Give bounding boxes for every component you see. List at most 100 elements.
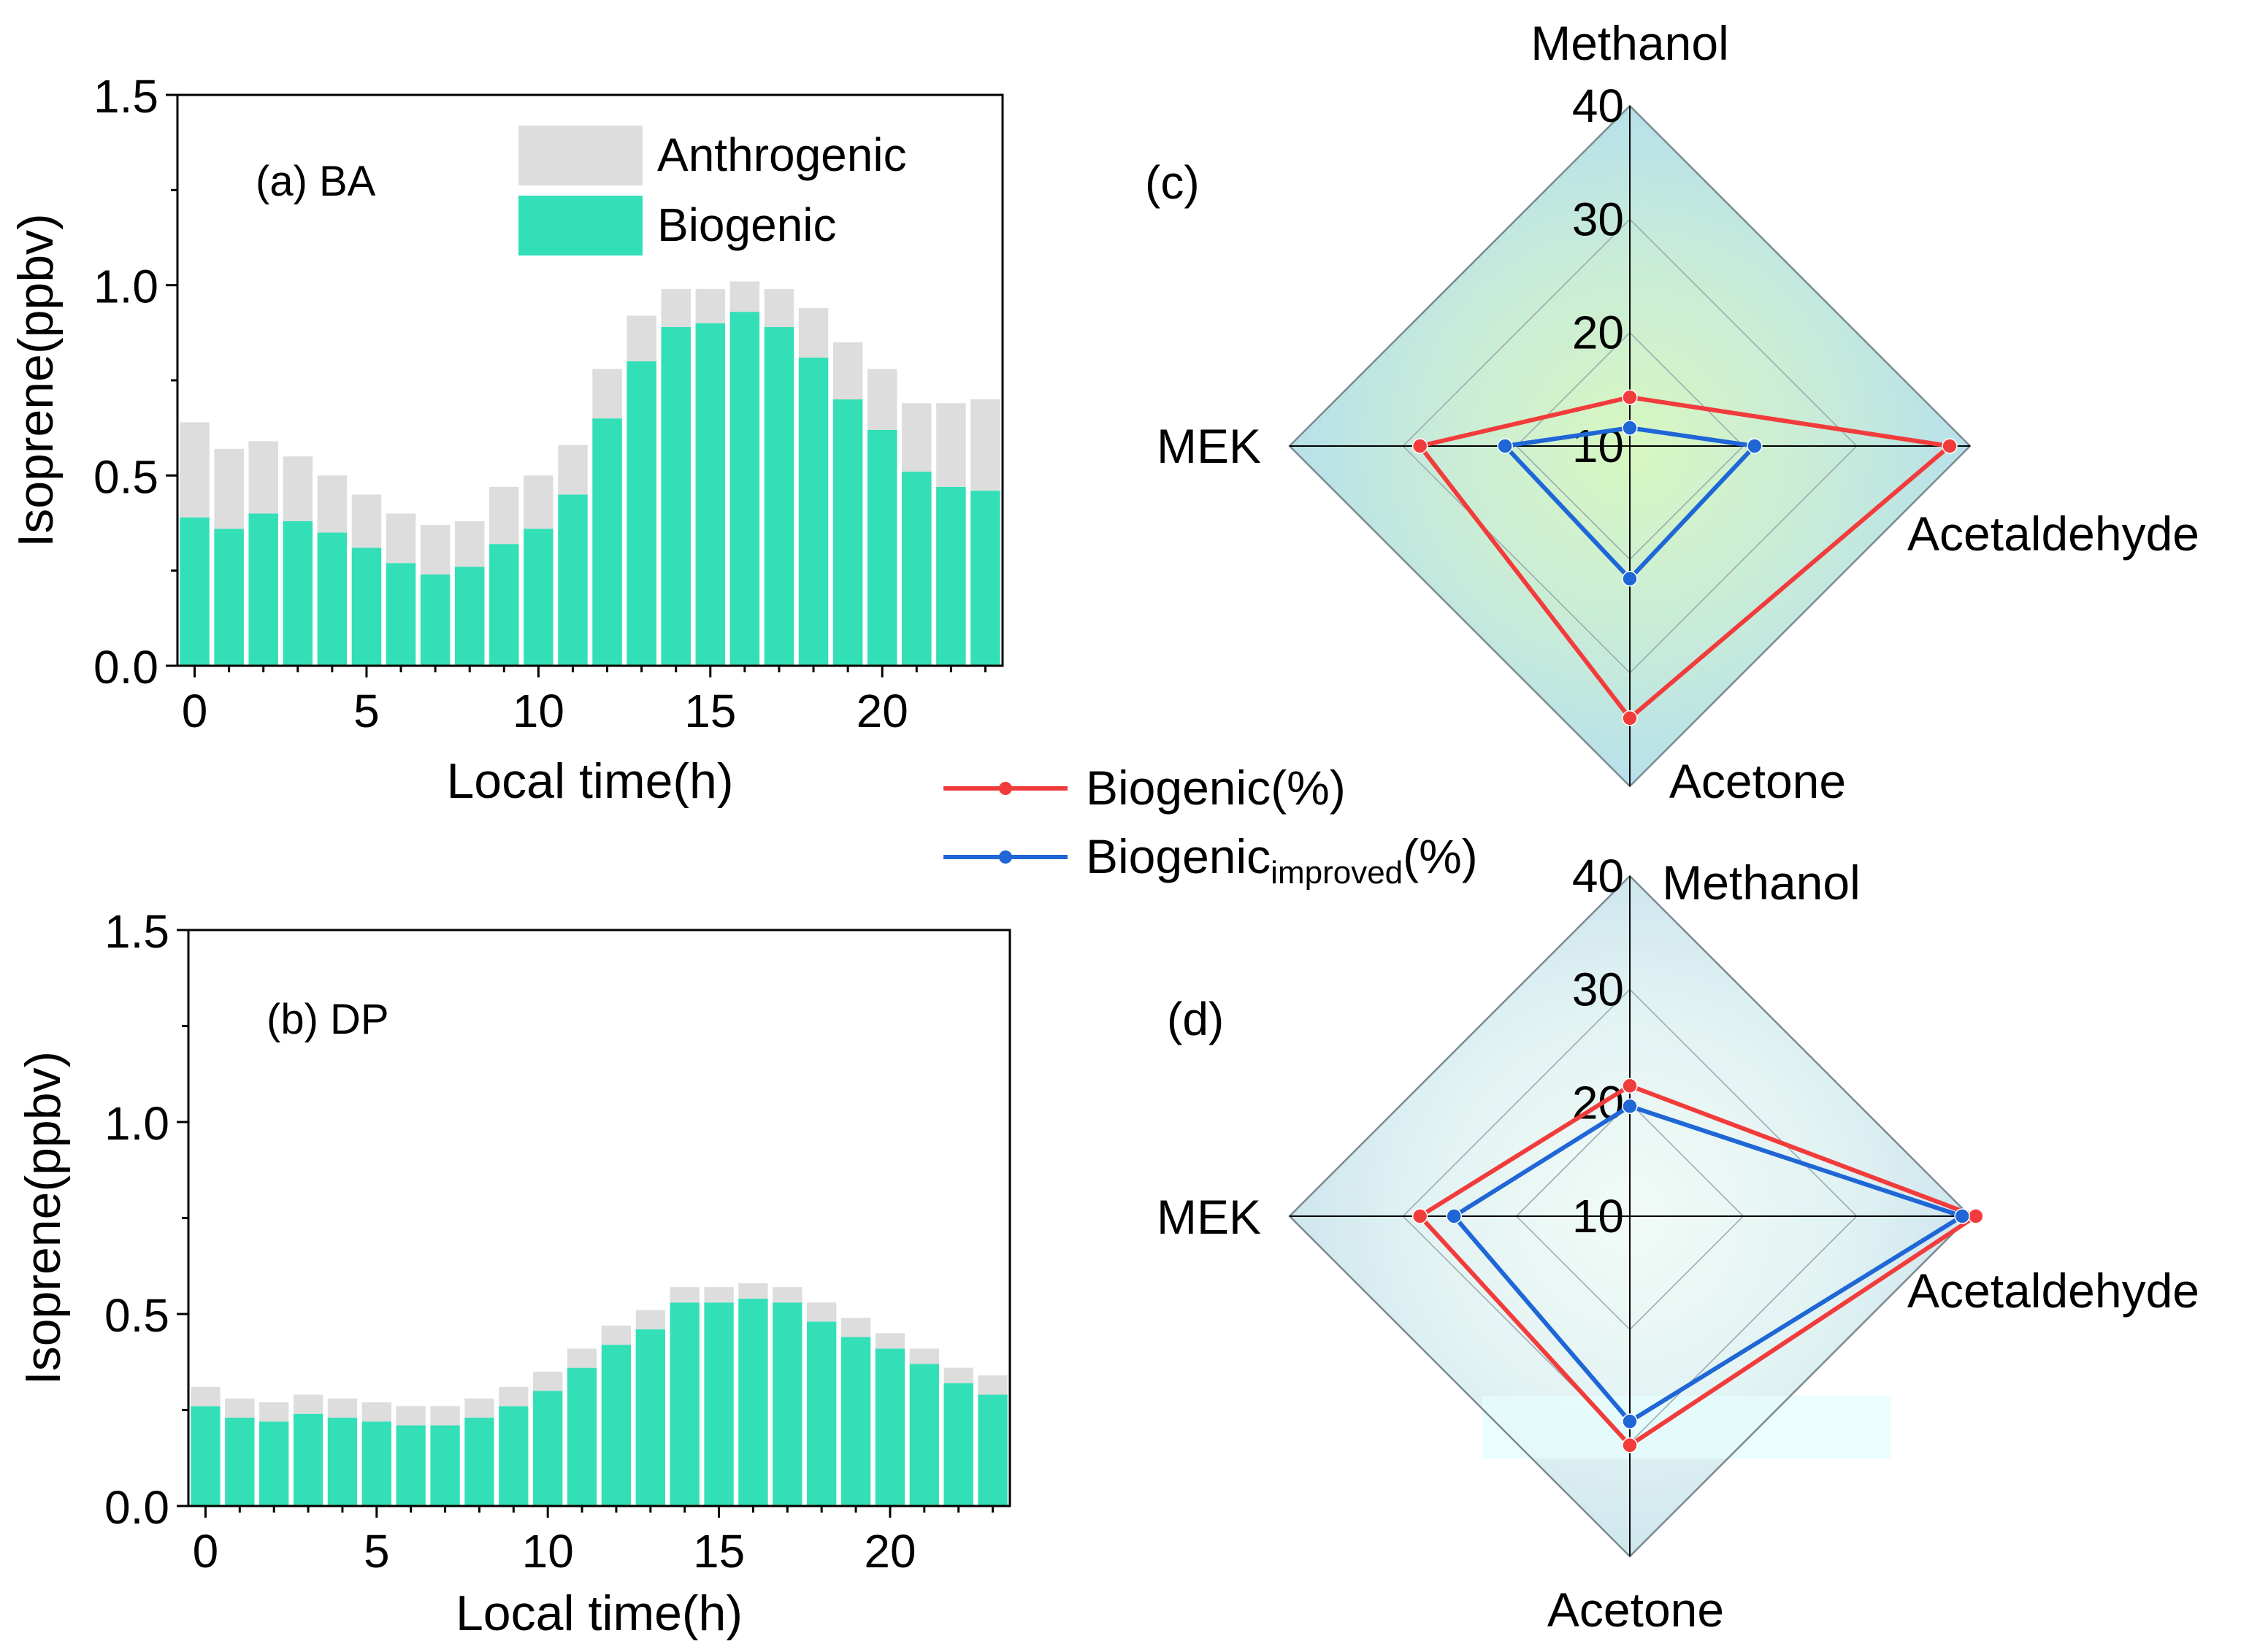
bar-anthrogenic-18 <box>798 307 829 358</box>
x-axis-label: Local time(h) <box>446 753 733 809</box>
radar-point-methanol <box>1622 420 1638 436</box>
bar-biogenic-10 <box>524 529 553 666</box>
panel-a-label: (a) BA <box>256 158 376 205</box>
panel-c-radar-labels: Methanol Acetaldehyde Acetone MEK <box>1157 16 2199 808</box>
bar-anthrogenic-17 <box>764 288 794 328</box>
panel-a-bar-chart: 0.0 0.5 1.0 1.5 0 5 10 15 20 Local time(h) Isopren… <box>8 70 1004 809</box>
x-tick-label: 10 <box>522 1525 574 1578</box>
legend-improved-main: Biogenic <box>1086 829 1271 883</box>
panel-a-axes: 0.0 0.5 1.0 1.5 0 5 10 15 20 Local time(h) Isopren… <box>8 70 987 809</box>
panel-d-radar-grid: 10 20 30 40 <box>1288 850 1972 1558</box>
bar-biogenic-7 <box>420 574 451 666</box>
bar-biogenic-4 <box>327 1418 358 1506</box>
radar-axis-label-mek: MEK <box>1157 1190 1261 1244</box>
radar-tick-label: 30 <box>1572 963 1624 1015</box>
radar-tick-label: 10 <box>1572 1190 1624 1242</box>
radar-axis-label-acetone: Acetone <box>1669 754 1846 808</box>
legend-anthrogenic-swatch <box>518 126 643 185</box>
radar-axis-label-methanol: Methanol <box>1662 856 1861 910</box>
bar-anthrogenic-5 <box>351 494 382 548</box>
bar-biogenic-22 <box>943 1383 973 1506</box>
bar-anthrogenic-7 <box>430 1406 460 1426</box>
bar-biogenic-3 <box>283 520 313 666</box>
bar-anthrogenic-2 <box>248 441 278 514</box>
bar-anthrogenic-22 <box>936 403 966 487</box>
bar-biogenic-2 <box>259 1421 289 1506</box>
bar-anthrogenic-4 <box>327 1398 358 1418</box>
panel-d-radar-series <box>1411 1077 1984 1453</box>
x-tick-label: 15 <box>684 685 736 737</box>
bar-biogenic-8 <box>464 1418 494 1506</box>
bar-biogenic-21 <box>902 472 932 666</box>
bar-biogenic-5 <box>351 548 382 666</box>
bar-biogenic-16 <box>738 1298 768 1506</box>
x-tick-label: 0 <box>182 685 208 737</box>
bar-anthrogenic-11 <box>558 445 588 495</box>
bar-biogenic-22 <box>936 486 966 666</box>
legend-biogenic-improved-entry: Biogenicimproved(%) <box>943 829 1478 891</box>
radar-tick-label: 40 <box>1572 850 1624 902</box>
bar-anthrogenic-0 <box>191 1386 221 1407</box>
x-axis-label: Local time(h) <box>456 1586 743 1641</box>
bar-biogenic-17 <box>764 327 794 666</box>
bar-anthrogenic-17 <box>773 1287 802 1303</box>
bar-anthrogenic-6 <box>396 1406 426 1426</box>
panel-b-bars <box>191 1283 1008 1506</box>
legend-biogenic-marker <box>999 782 1012 795</box>
radar-point-methanol <box>1622 389 1638 405</box>
radar-point-acetaldehyde <box>1942 438 1958 454</box>
radar-point-methanol <box>1622 1098 1638 1115</box>
radar-point-acetaldehyde <box>1954 1208 1970 1224</box>
bar-anthrogenic-11 <box>567 1348 597 1368</box>
bar-anthrogenic-13 <box>635 1310 665 1330</box>
radar-tick-label: 20 <box>1572 307 1624 359</box>
bar-anthrogenic-19 <box>840 1318 871 1337</box>
bar-anthrogenic-18 <box>807 1302 837 1322</box>
bar-biogenic-12 <box>592 418 622 666</box>
bar-anthrogenic-23 <box>978 1375 1008 1395</box>
panel-a-bars <box>180 281 1000 666</box>
x-tick-label: 5 <box>364 1525 390 1578</box>
bar-biogenic-19 <box>832 399 863 666</box>
legend-biogenic-swatch <box>518 196 643 256</box>
bar-biogenic-1 <box>214 529 244 666</box>
bar-anthrogenic-16 <box>738 1283 768 1299</box>
y-tick-label: 0.5 <box>104 1289 169 1342</box>
panel-d-radar-labels: Methanol Acetaldehyde Acetone MEK <box>1157 856 2199 1637</box>
y-axis-label: Isoprene(ppbv) <box>15 1051 71 1385</box>
bar-anthrogenic-16 <box>729 281 760 312</box>
bar-anthrogenic-10 <box>533 1371 563 1391</box>
radar-axis-label-acetaldehyde: Acetaldehyde <box>1907 507 2199 561</box>
y-tick-label: 0.0 <box>93 641 158 694</box>
panel-d-label: (d) <box>1167 993 1224 1045</box>
bar-anthrogenic-22 <box>943 1367 973 1383</box>
bar-biogenic-4 <box>317 532 348 666</box>
bar-anthrogenic-2 <box>259 1402 289 1422</box>
bar-biogenic-18 <box>807 1321 837 1506</box>
radar-point-mek <box>1411 1208 1428 1224</box>
radar-axis-label-acetaldehyde: Acetaldehyde <box>1907 1264 2199 1318</box>
bar-anthrogenic-20 <box>867 369 897 430</box>
bar-anthrogenic-1 <box>214 448 244 529</box>
bar-anthrogenic-21 <box>909 1348 939 1364</box>
bar-biogenic-14 <box>670 1302 700 1506</box>
radar-tick-label: 40 <box>1572 80 1624 132</box>
x-tick-label: 15 <box>693 1525 745 1578</box>
bar-anthrogenic-12 <box>592 369 622 419</box>
radar-point-mek <box>1497 438 1513 454</box>
bar-biogenic-6 <box>396 1425 426 1506</box>
bar-anthrogenic-9 <box>489 486 519 545</box>
legend-biogenic-main: Biogenic(%) <box>1086 761 1346 815</box>
panel-b-label: (b) DP <box>267 996 389 1043</box>
bar-biogenic-3 <box>293 1413 323 1506</box>
bar-biogenic-15 <box>704 1302 734 1506</box>
bar-biogenic-1 <box>225 1418 255 1506</box>
radar-point-mek <box>1411 438 1428 454</box>
bar-anthrogenic-14 <box>661 288 691 328</box>
radar-axis-label-mek: MEK <box>1157 419 1261 473</box>
legend-improved-tail: (%) <box>1403 829 1478 883</box>
panel-c-label: (c) <box>1145 156 1200 209</box>
legend-biogenic-entry: Biogenic(%) <box>943 761 1346 815</box>
y-tick-label: 0.5 <box>93 450 158 503</box>
